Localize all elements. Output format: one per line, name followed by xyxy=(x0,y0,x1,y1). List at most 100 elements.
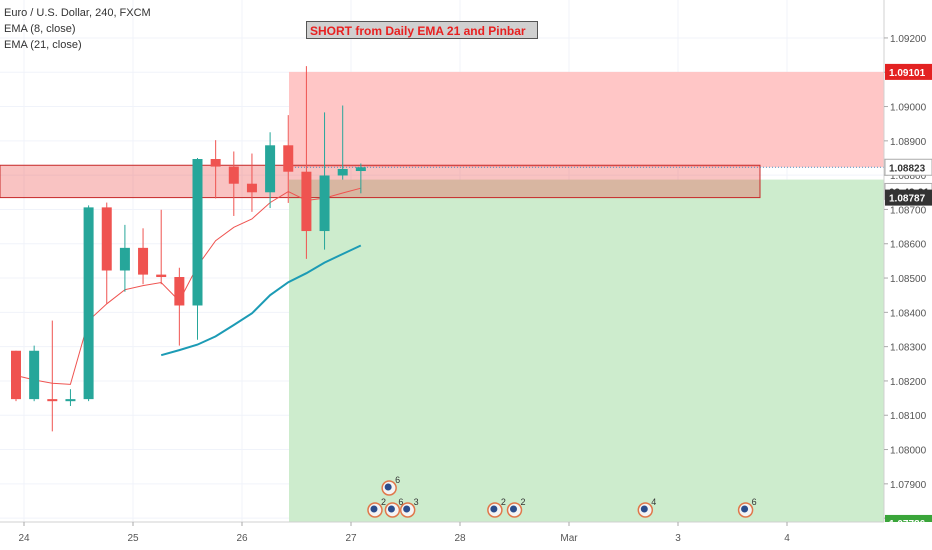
time-tick-label: 26 xyxy=(236,533,248,544)
event-flag-canton xyxy=(510,505,517,513)
candle-down xyxy=(246,153,257,212)
time-tick-label: 4 xyxy=(784,533,790,544)
price-tick-label: 1.08700 xyxy=(890,205,927,216)
candle-body xyxy=(283,145,294,172)
candle-down xyxy=(301,66,312,259)
candle-up xyxy=(192,157,203,340)
candle-body xyxy=(337,168,348,176)
event-marker: 6 xyxy=(381,475,400,496)
event-count: 6 xyxy=(752,497,757,507)
candle-up xyxy=(319,112,330,250)
trade-annotation[interactable]: SHORT from Daily EMA 21 and Pinbar xyxy=(306,21,538,39)
price-tick-label: 1.08800 xyxy=(890,171,927,182)
event-count: 2 xyxy=(501,497,506,507)
price-tick-label: 1.08200 xyxy=(890,377,927,388)
legend-ema-fast[interactable]: EMA (8, close) xyxy=(4,23,76,35)
event-flag-canton xyxy=(403,505,411,513)
candle-down xyxy=(156,209,167,285)
event-marker: 6 xyxy=(384,497,403,518)
candle-down xyxy=(283,115,294,203)
event-marker: 6 xyxy=(737,497,757,518)
price-tick-label: 1.08400 xyxy=(890,308,927,319)
price-tick-label: 1.08500 xyxy=(890,274,927,285)
candle-down xyxy=(210,140,221,199)
time-tick-label: Mar xyxy=(560,533,578,544)
price-badge-entry: 1.08823 xyxy=(884,158,932,176)
candles xyxy=(11,66,366,432)
event-marker: 4 xyxy=(637,497,656,518)
stop-loss-zone xyxy=(289,71,884,168)
candle-body xyxy=(192,159,203,306)
candle-body xyxy=(138,247,149,275)
candle-down xyxy=(138,228,149,285)
event-marker: 3 xyxy=(399,497,419,518)
candle-body xyxy=(65,399,76,402)
candle-body xyxy=(174,277,185,306)
event-marker: 2 xyxy=(487,497,506,518)
price-tick-label: 1.08900 xyxy=(890,137,927,148)
candle-up xyxy=(83,205,94,402)
candle-body xyxy=(355,167,366,172)
price-tick-label: 1.08300 xyxy=(890,343,927,354)
price-tick-label: 1.09200 xyxy=(890,34,927,45)
candle-up xyxy=(337,105,348,180)
event-count: 2 xyxy=(521,497,526,507)
event-marker: 2 xyxy=(506,497,526,518)
candle-body xyxy=(210,159,221,167)
time-tick-label: 24 xyxy=(18,533,30,544)
ema-21-line xyxy=(160,244,362,357)
candle-up xyxy=(265,132,276,209)
time-tick-label: 27 xyxy=(345,533,357,544)
price-tick-label: 1.08000 xyxy=(890,446,927,457)
candle-up xyxy=(355,163,366,194)
price-tick-label: 1.07900 xyxy=(890,480,927,491)
event-flag-canton xyxy=(387,505,395,513)
candle-up xyxy=(29,345,40,402)
candle-body xyxy=(156,274,167,278)
price-badge-zone: 1.08787 xyxy=(885,189,932,206)
price-badge-stop: 1.09101 xyxy=(885,63,932,80)
event-flag-canton xyxy=(640,505,648,513)
event-flag-canton xyxy=(741,505,749,513)
candle-body xyxy=(265,145,276,193)
time-axis: 24 25 26 27 28 Mar 3 4 xyxy=(0,521,932,550)
price-badge-bg xyxy=(884,158,932,176)
price-axis-bg xyxy=(884,0,932,550)
candle-body xyxy=(83,207,94,400)
price-badge-text: 1.08787 xyxy=(889,194,926,205)
candle-down xyxy=(11,350,21,402)
candle-up xyxy=(119,224,130,292)
candle-body xyxy=(319,175,330,232)
candle-body xyxy=(119,247,130,271)
candle-body xyxy=(11,350,21,400)
event-count: 2 xyxy=(381,497,386,507)
candle-up xyxy=(65,389,76,406)
price-axis: 1.092001.091001.090001.089001.088001.087… xyxy=(883,0,932,550)
event-flag-canton xyxy=(490,505,498,513)
candle-down xyxy=(174,267,185,346)
candle-down xyxy=(228,151,239,216)
time-tick-label: 25 xyxy=(127,533,139,544)
event-flag-canton xyxy=(370,505,378,513)
event-count: 3 xyxy=(414,497,419,507)
legend-symbol[interactable]: Euro / U.S. Dollar, 240, FXCM xyxy=(4,7,151,19)
candle-body xyxy=(246,183,257,193)
candle-down xyxy=(47,320,58,432)
resistance-box xyxy=(0,164,761,199)
price-badge-bg xyxy=(885,189,932,206)
price-tick-label: 1.09000 xyxy=(890,103,927,114)
event-count: 4 xyxy=(651,497,656,507)
event-count: 6 xyxy=(398,497,403,507)
event-marker: 2 xyxy=(367,497,386,518)
candle-body xyxy=(29,350,40,400)
legend: Euro / U.S. Dollar, 240, FXCM EMA (8, cl… xyxy=(4,5,151,53)
candle-body xyxy=(228,166,239,184)
price-badge-bg xyxy=(885,63,932,80)
price-badge-text: 1.08823 xyxy=(889,163,926,174)
legend-ema-slow[interactable]: EMA (21, close) xyxy=(4,39,82,51)
candle-body xyxy=(47,399,58,402)
candle-body xyxy=(301,171,312,232)
candle-down xyxy=(101,202,112,304)
